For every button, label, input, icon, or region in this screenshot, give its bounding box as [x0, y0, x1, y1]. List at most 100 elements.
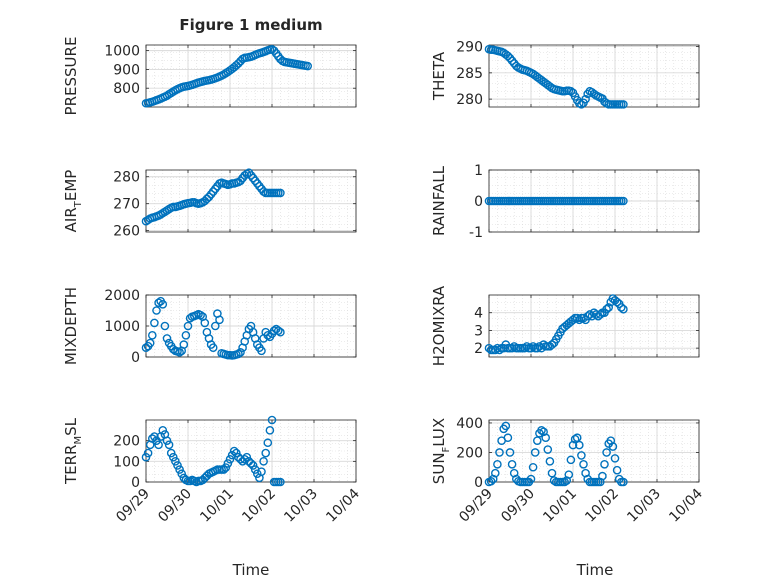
data-point	[160, 321, 170, 331]
subplot-terr-msl: 0 100 200 TERRMSL 09/29 09/30 10/01 10/02 10/03 1…	[62, 415, 363, 526]
x-tick-label: 10/03	[624, 486, 664, 526]
data-point	[572, 313, 582, 323]
data-point	[162, 334, 172, 343]
data-point	[257, 346, 266, 356]
data-point	[568, 315, 578, 325]
y-tick-label: 900	[113, 62, 140, 78]
y-axis-label: MIXDEPTH	[62, 287, 80, 365]
data-point	[507, 459, 517, 469]
y-axis-label: TERRMSL	[62, 417, 84, 485]
data-point	[246, 459, 256, 468]
y-tick-label: 2	[474, 341, 483, 357]
data-point	[210, 321, 220, 331]
data-point	[493, 459, 502, 469]
data-point	[154, 298, 163, 308]
subplot-air-temp: 260 270 280 AIRTEMP	[62, 168, 357, 240]
y-tick-label: 0	[131, 475, 140, 491]
data-point	[526, 343, 536, 353]
data-point	[596, 310, 605, 319]
data-point	[583, 311, 593, 321]
data-point	[171, 457, 180, 466]
data-point	[303, 61, 313, 71]
x-axis-label-right: Time	[576, 561, 614, 579]
subplot-mixdepth: 0 1000 2000 MIXDEPTH	[62, 287, 357, 366]
data-point	[577, 451, 586, 460]
data-point	[267, 415, 277, 425]
data-point	[493, 343, 502, 353]
data-point	[585, 310, 595, 319]
y-axis-label: AIRTEMP	[62, 170, 84, 233]
data-point	[600, 459, 609, 469]
data-point	[177, 469, 186, 479]
data-point	[619, 477, 628, 487]
subplot-h2omixra: 2 34 H2OMIXRA	[430, 285, 700, 366]
data-point	[263, 330, 273, 340]
axes-box	[145, 419, 357, 483]
data-point	[537, 426, 546, 435]
data-point	[162, 436, 172, 445]
data-point	[572, 433, 582, 443]
data-point	[495, 345, 504, 355]
data-point	[575, 440, 584, 450]
y-tick-label: 400	[456, 416, 483, 432]
data-point	[248, 461, 258, 470]
x-tick-label: 10/04	[323, 486, 363, 526]
data-point	[530, 448, 540, 457]
data-point	[602, 304, 611, 314]
x-tick-label: 10/01	[540, 486, 580, 526]
data-point	[240, 454, 249, 464]
data-point	[158, 426, 168, 435]
data-point	[619, 196, 628, 206]
data-point	[520, 343, 530, 353]
subplot-rainfall: -1 0 1 RAINFALL	[430, 163, 700, 241]
y-tick-label: 3	[474, 323, 483, 339]
x-tick-label: 10/02	[239, 486, 279, 526]
data-point	[175, 348, 184, 357]
y-tick-label: 280	[456, 92, 483, 108]
y-axis-label: PRESSURE	[62, 37, 80, 116]
data-point	[276, 188, 285, 198]
data-point	[200, 318, 210, 328]
data-point	[202, 194, 212, 204]
x-tick-label: 09/30	[155, 486, 195, 526]
data-point	[231, 448, 241, 458]
data-point	[589, 89, 599, 99]
data-point	[150, 318, 159, 328]
data-point	[598, 471, 607, 481]
data-point	[173, 461, 182, 470]
y-tick-label: -1	[469, 225, 483, 241]
y-tick-label: 285	[456, 66, 483, 82]
data-point	[583, 89, 593, 99]
data-point	[252, 469, 262, 479]
data-point	[602, 448, 611, 457]
data-point	[535, 342, 544, 351]
x-tick-label: 09/30	[498, 486, 538, 526]
data-point	[566, 86, 576, 96]
data-point	[263, 438, 273, 448]
y-tick-label: 1000	[104, 44, 140, 60]
data-point	[528, 342, 538, 351]
data-point	[215, 315, 224, 325]
subplot-theta: 280 285 290 THETA	[430, 40, 700, 109]
data-point	[257, 467, 266, 476]
x-tick-label: 10/04	[666, 486, 706, 526]
data-point	[543, 445, 553, 454]
data-point	[166, 448, 176, 458]
data-point	[168, 452, 178, 462]
y-tick-label: 2000	[104, 288, 140, 304]
data-point	[526, 474, 536, 484]
data-point	[610, 454, 620, 463]
y-tick-label: 270	[113, 197, 140, 213]
y-tick-label: 290	[456, 40, 483, 56]
data-point	[150, 432, 159, 441]
data-point	[512, 61, 521, 71]
data-point	[221, 463, 231, 472]
data-point	[219, 465, 228, 474]
data-point	[152, 306, 161, 315]
data-point	[547, 468, 557, 478]
data-point	[533, 436, 542, 445]
data-point	[564, 470, 574, 479]
